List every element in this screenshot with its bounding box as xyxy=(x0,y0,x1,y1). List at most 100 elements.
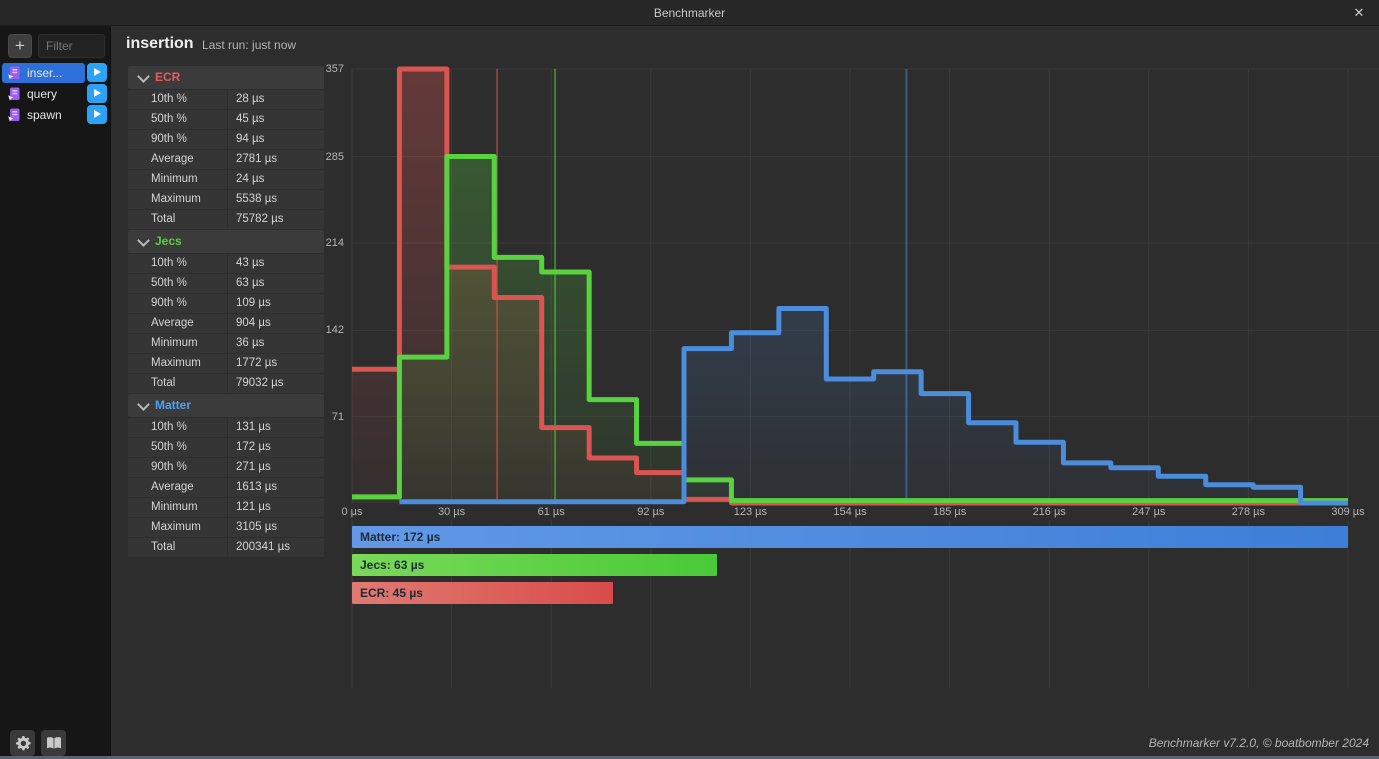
play-icon xyxy=(94,110,101,118)
bench-item-highlight xyxy=(2,63,85,83)
stats-section-header-ecr[interactable]: ECR xyxy=(128,66,324,89)
stat-value: 43 µs xyxy=(228,254,324,273)
bench-item-query[interactable]: query xyxy=(2,84,111,104)
run-button[interactable] xyxy=(87,63,107,82)
stat-row: 10th % 43 µs xyxy=(128,254,324,273)
stat-row: Total 200341 µs xyxy=(128,538,324,557)
book-icon xyxy=(46,737,61,749)
x-tick-label: 123 µs xyxy=(733,506,768,518)
window-bottom-edge xyxy=(0,756,1379,759)
bench-item-label: inser... xyxy=(27,66,63,80)
stat-row: Minimum 24 µs xyxy=(128,170,324,189)
stat-value: 109 µs xyxy=(228,294,324,313)
stat-label: Average xyxy=(128,314,227,333)
add-benchmark-button[interactable]: + xyxy=(8,34,32,58)
series-line-matter xyxy=(399,305,1348,506)
stats-section-header-jecs[interactable]: Jecs xyxy=(128,230,324,253)
stat-row: Minimum 36 µs xyxy=(128,334,324,353)
stat-label: Average xyxy=(128,478,227,497)
stat-row: 50th % 45 µs xyxy=(128,110,324,129)
stat-value: 200341 µs xyxy=(228,538,324,557)
legend-bar-ecr: ECR: 45 µs xyxy=(352,582,613,604)
stat-label: Maximum xyxy=(128,190,227,209)
docs-button[interactable] xyxy=(41,730,66,756)
x-tick-label: 92 µs xyxy=(637,506,665,518)
stats-section-header-matter[interactable]: Matter xyxy=(128,394,324,417)
last-run-status: Last run: just now xyxy=(202,38,297,52)
stat-value: 131 µs xyxy=(228,418,324,437)
stat-value: 94 µs xyxy=(228,130,324,149)
x-tick-label: 247 µs xyxy=(1132,506,1166,518)
stat-value: 271 µs xyxy=(228,458,324,477)
stat-value: 24 µs xyxy=(228,170,324,189)
stat-label: Total xyxy=(128,210,227,229)
series-fill-ecr xyxy=(352,69,1348,503)
stat-value: 1772 µs xyxy=(228,354,324,373)
x-tick-label: 0 µs xyxy=(341,506,363,518)
stat-row: Total 79032 µs xyxy=(128,374,324,393)
legend-label: Matter: 172 µs xyxy=(360,530,441,544)
x-tick-label: 278 µs xyxy=(1231,506,1266,518)
stat-label: 10th % xyxy=(128,254,227,273)
section-name: Jecs xyxy=(155,234,182,248)
stat-row: 90th % 94 µs xyxy=(128,130,324,149)
stat-row: Maximum 3105 µs xyxy=(128,518,324,537)
bench-item-inser[interactable]: inser... xyxy=(2,63,111,83)
stat-label: Total xyxy=(128,538,227,557)
run-button[interactable] xyxy=(87,84,107,103)
play-icon xyxy=(94,68,101,76)
stats-panel: ECR 10th % 28 µs 50th % 45 µs 90th % 94 µs Aver… xyxy=(128,66,324,558)
stat-value: 3105 µs xyxy=(228,518,324,537)
x-tick-label: 185 µs xyxy=(932,506,967,518)
stat-label: 90th % xyxy=(128,294,227,313)
legend-bar-jecs: Jecs: 63 µs xyxy=(352,554,717,576)
stat-label: Minimum xyxy=(128,334,227,353)
x-tick-label: 154 µs xyxy=(833,506,867,518)
y-tick-label: 214 xyxy=(325,236,344,249)
stat-row: Average 904 µs xyxy=(128,314,324,333)
gear-icon xyxy=(15,736,31,751)
stat-row: 50th % 172 µs xyxy=(128,438,324,457)
stat-row: Maximum 5538 µs xyxy=(128,190,324,209)
stat-value: 63 µs xyxy=(228,274,324,293)
stats-section-rows: 10th % 131 µs 50th % 172 µs 90th % 271 µs Aver… xyxy=(128,418,324,557)
window-title: Benchmarker xyxy=(653,6,726,20)
footer-credit: Benchmarker v7.2.0, © boatbomber 2024 xyxy=(1148,736,1369,750)
legend-bar-matter: Matter: 172 µs xyxy=(352,526,1348,548)
stat-value: 36 µs xyxy=(228,334,324,353)
stat-value: 5538 µs xyxy=(228,190,324,209)
legend-label: Jecs: 63 µs xyxy=(360,558,425,572)
chevron-down-icon xyxy=(137,234,150,247)
series-fill-matter xyxy=(399,308,1348,503)
settings-button[interactable] xyxy=(10,730,35,756)
page-title: insertion xyxy=(126,35,194,52)
stat-label: Maximum xyxy=(128,518,227,537)
script-icon xyxy=(8,108,20,122)
stat-label: Average xyxy=(128,150,227,169)
stat-row: 10th % 131 µs xyxy=(128,418,324,437)
stat-value: 2781 µs xyxy=(228,150,324,169)
play-icon xyxy=(94,89,101,97)
stat-label: 50th % xyxy=(128,274,227,293)
stat-row: 90th % 109 µs xyxy=(128,294,324,313)
bench-item-spawn[interactable]: spawn xyxy=(2,105,111,125)
stat-label: Minimum xyxy=(128,170,227,189)
section-name: ECR xyxy=(155,70,181,84)
benchmark-list: inser... query spawn xyxy=(0,63,111,126)
filter-input[interactable] xyxy=(38,34,105,58)
x-tick-label: 61 µs xyxy=(537,506,565,518)
close-button[interactable]: ✕ xyxy=(1353,5,1365,20)
stat-label: 90th % xyxy=(128,458,227,477)
run-button[interactable] xyxy=(87,105,107,124)
bench-item-label: spawn xyxy=(27,108,62,122)
script-icon xyxy=(8,87,20,101)
x-tick-label: 30 µs xyxy=(438,506,466,518)
y-tick-label: 357 xyxy=(325,63,344,75)
stats-section-rows: 10th % 43 µs 50th % 63 µs 90th % 109 µs Averag… xyxy=(128,254,324,393)
stat-label: 90th % xyxy=(128,130,227,149)
stat-row: 50th % 63 µs xyxy=(128,274,324,293)
stat-label: 50th % xyxy=(128,438,227,457)
stat-value: 79032 µs xyxy=(228,374,324,393)
y-tick-label: 285 xyxy=(325,150,344,163)
stat-value: 904 µs xyxy=(228,314,324,333)
